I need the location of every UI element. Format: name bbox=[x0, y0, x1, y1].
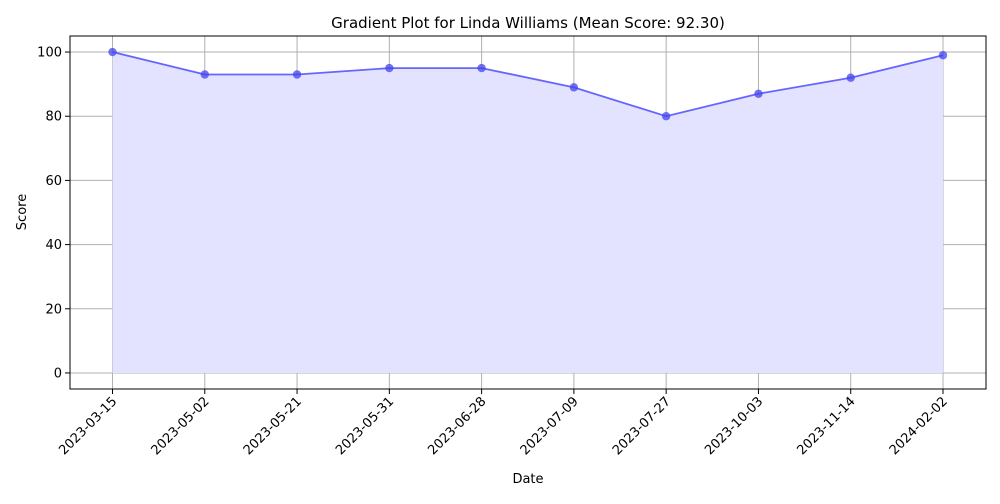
y-tick-label: 80 bbox=[45, 110, 62, 125]
x-ticks: 2023-03-15 2023-05-02 2023-05-21 2023-05-31… bbox=[56, 389, 951, 458]
point-layer bbox=[108, 47, 948, 121]
y-tick-label: 20 bbox=[45, 302, 62, 317]
x-tick-label: 2023-07-09 bbox=[518, 394, 582, 458]
data-point bbox=[661, 112, 671, 121]
data-point bbox=[385, 63, 394, 73]
y-axis-label: Score bbox=[15, 194, 30, 230]
data-point bbox=[569, 83, 579, 92]
data-point bbox=[292, 70, 302, 79]
y-tick-label: 100 bbox=[37, 46, 62, 61]
data-point bbox=[938, 51, 948, 60]
x-tick-label: 2023-11-14 bbox=[795, 394, 859, 458]
x-tick-label: 2023-06-28 bbox=[425, 394, 489, 458]
line-layer bbox=[112, 51, 944, 118]
x-tick-label: 2023-05-31 bbox=[333, 394, 397, 458]
x-tick-label: 2023-07-27 bbox=[610, 394, 674, 458]
data-point bbox=[754, 89, 763, 98]
area-layer bbox=[112, 52, 943, 373]
chart-title: Gradient Plot for Linda Williams (Mean S… bbox=[331, 14, 725, 32]
y-tick-label: 60 bbox=[45, 174, 62, 189]
data-point bbox=[477, 63, 486, 73]
y-tick-label: 0 bbox=[54, 366, 62, 381]
x-axis-label: Date bbox=[512, 472, 543, 487]
y-ticks: 0 20 40 60 80 100 bbox=[37, 46, 70, 381]
x-tick-label: 2024-02-02 bbox=[887, 394, 951, 458]
area-fill bbox=[112, 52, 943, 373]
data-point bbox=[846, 73, 855, 82]
y-tick-label: 40 bbox=[45, 238, 62, 253]
data-point bbox=[108, 47, 117, 57]
x-tick-label: 2023-05-21 bbox=[241, 394, 305, 458]
x-tick-label: 2023-10-03 bbox=[702, 394, 766, 458]
plot-frame bbox=[69, 35, 987, 390]
x-tick-label: 2023-05-02 bbox=[149, 394, 213, 458]
x-tick-label: 2023-03-15 bbox=[56, 394, 120, 458]
series-line bbox=[112, 51, 944, 118]
data-point bbox=[200, 70, 209, 79]
